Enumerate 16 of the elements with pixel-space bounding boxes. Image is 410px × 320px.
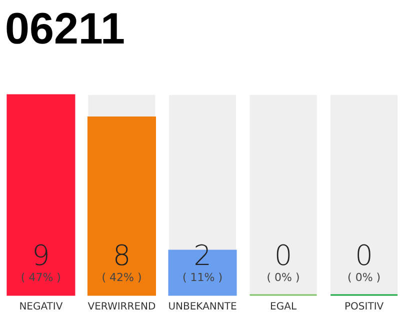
data-label: 0 <box>274 239 292 272</box>
data-label: 8 <box>112 239 131 272</box>
data-label: 2 <box>194 239 212 272</box>
x-tick-label: POSITIV <box>344 302 384 312</box>
data-label: 0 <box>355 239 373 272</box>
annotation: ( 11% ) <box>182 271 223 284</box>
annotation: ( 0% ) <box>266 271 300 284</box>
x-tick-label: UNBEKANNTE <box>168 302 237 312</box>
x-tick-label: EGAL <box>270 302 297 312</box>
chart-title: 06211 <box>5 4 125 54</box>
annotation: ( 0% ) <box>348 271 381 284</box>
data-label: 9 <box>32 239 50 272</box>
x-tick-label: NEGATIV <box>19 302 63 312</box>
annotation: ( 47% ) <box>20 271 61 284</box>
x-tick-label: VERWIRREND <box>88 302 156 312</box>
annotation: ( 42% ) <box>102 271 142 284</box>
